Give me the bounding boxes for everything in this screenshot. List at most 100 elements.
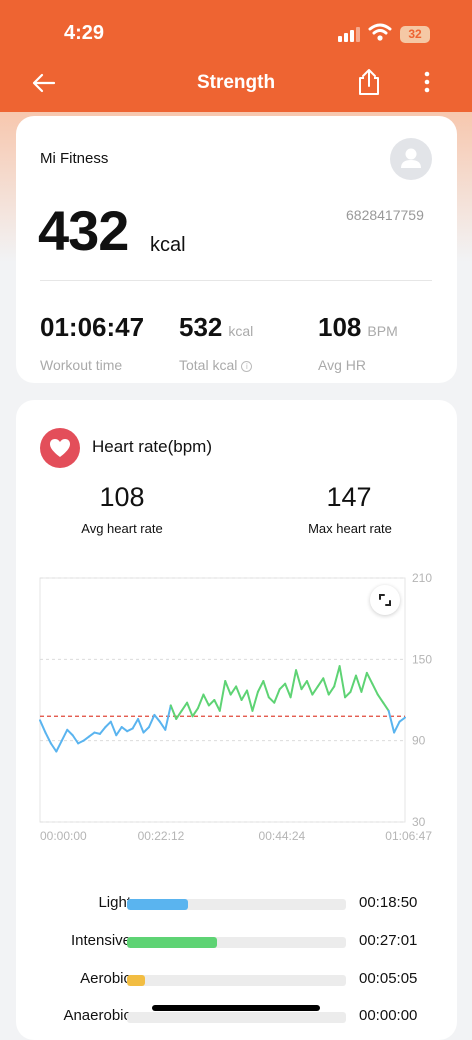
zone-bar-track: [127, 1012, 346, 1023]
heart-rate-segment: [327, 685, 336, 696]
heart-rate-segment: [137, 717, 145, 734]
calories-unit: kcal: [150, 234, 186, 256]
heart-rate-segment: [191, 707, 199, 718]
heart-rate-segment: [49, 742, 58, 753]
max-heart-rate-label: Max heart rate: [308, 521, 392, 536]
zone-label: Anaerobic: [63, 1007, 131, 1024]
back-arrow-icon[interactable]: [30, 70, 56, 96]
calories-value: 432: [38, 199, 129, 262]
heart-rate-segment: [267, 696, 276, 704]
summary-card: Mi Fitness 432 kcal 6828417759 01:06:47 …: [16, 116, 457, 383]
heart-rate-segment: [338, 665, 347, 699]
stat-total-kcal[interactable]: 532 kcal Total kcal i: [179, 312, 253, 373]
heart-rate-segment: [44, 731, 52, 745]
heart-rate-segment: [213, 699, 221, 712]
nav-bar: Strength: [0, 60, 472, 108]
zone-bar-track: [127, 899, 346, 910]
heart-rate-segment: [164, 704, 172, 731]
zone-time: 00:00:00: [359, 1007, 418, 1024]
heart-rate-segment: [142, 726, 150, 734]
heart-rate-segment: [251, 690, 259, 712]
x-tick-label: 01:06:47: [385, 829, 432, 843]
heart-rate-segment: [262, 680, 270, 699]
heart-rate-segment: [284, 682, 292, 699]
heart-rate-segment: [360, 671, 368, 693]
heart-rate-segment: [311, 685, 319, 696]
heart-rate-segment: [120, 726, 129, 733]
stat-value: 01:06:47: [40, 312, 145, 342]
heart-rate-segment: [393, 720, 401, 734]
heart-rate-segment: [104, 720, 112, 729]
stat-label: Total kcal: [179, 357, 238, 373]
heart-rate-segment: [175, 709, 183, 720]
avatar[interactable]: [390, 138, 432, 180]
zone-row-light: Light 00:18:50: [16, 890, 457, 916]
more-options-icon[interactable]: [418, 68, 436, 96]
info-icon[interactable]: i: [241, 361, 253, 372]
device-id: 6828417759: [346, 207, 424, 223]
heart-rate-segment: [289, 669, 298, 699]
x-tick-label: 00:00:00: [40, 829, 87, 843]
heart-rate-segment: [207, 699, 216, 707]
heart-rate-segment: [229, 685, 238, 696]
zone-label: Aerobic: [80, 970, 131, 987]
wifi-icon: [368, 23, 392, 41]
heart-rate-segment: [55, 739, 63, 753]
heart-rate-segment: [158, 720, 167, 731]
zone-row-intensive: Intensive 00:27:01: [16, 928, 457, 954]
heart-rate-segment: [278, 682, 287, 691]
header-background: [0, 0, 472, 112]
heart-rate-segment: [60, 728, 69, 742]
heart-rate-segment: [71, 734, 80, 745]
heart-rate-segment: [371, 682, 379, 696]
share-icon[interactable]: [356, 68, 382, 96]
avg-heart-rate-label: Avg heart rate: [81, 521, 163, 536]
heart-rate-segment: [295, 669, 303, 691]
zone-bar-fill: [127, 975, 145, 986]
heart-rate-segment: [126, 727, 134, 733]
home-indicator: [152, 1005, 320, 1011]
user-icon: [401, 148, 421, 168]
heart-rate-segment: [39, 719, 47, 734]
status-bar: 4:29 32: [0, 0, 472, 60]
stat-value: 108: [318, 312, 362, 342]
heart-rate-segment: [109, 720, 118, 737]
zone-row-aerobic: Aerobic 00:05:05: [16, 966, 457, 992]
heart-rate-segment: [186, 701, 194, 718]
heart-rate-segment: [316, 677, 325, 688]
heart-rate-segment: [169, 704, 178, 720]
heart-rate-segment: [354, 674, 363, 693]
heart-rate-segment: [300, 680, 308, 691]
page-title: Strength: [196, 72, 276, 93]
heart-rate-segment: [349, 674, 357, 693]
heart-rate-segment: [246, 689, 254, 712]
zone-row-anaerobic: Anaerobic 00:00:00: [16, 1003, 457, 1029]
heart-rate-card: Heart rate(bpm) 108 Avg heart rate 147 M…: [16, 400, 457, 1040]
expand-chart-button[interactable]: [370, 585, 400, 615]
y-tick-label: 30: [412, 815, 426, 829]
heart-rate-segment: [322, 677, 330, 696]
y-tick-label: 210: [412, 571, 432, 585]
heart-rate-segment: [387, 709, 396, 734]
heart-rate-segment: [147, 713, 156, 729]
y-tick-label: 90: [412, 734, 426, 748]
stat-workout-time: 01:06:47 Workout time: [40, 312, 144, 373]
heart-icon: [50, 439, 70, 457]
stat-label: Workout time: [40, 357, 123, 373]
battery-icon: 32: [400, 26, 430, 43]
heart-rate-segment: [196, 693, 205, 710]
zone-bar-track: [127, 975, 346, 986]
zone-time: 00:27:01: [359, 932, 418, 949]
heart-rate-segment: [180, 701, 189, 712]
heart-rate-segment: [305, 680, 314, 696]
heart-rate-segment: [273, 688, 281, 704]
heart-rate-segment: [344, 690, 352, 699]
y-tick-label: 150: [412, 652, 432, 666]
max-heart-rate-value: 147: [326, 482, 372, 512]
heart-rate-segment: [202, 693, 210, 707]
zone-time: 00:18:50: [359, 894, 418, 911]
heart-rate-segment: [235, 685, 243, 701]
zone-time: 00:05:05: [359, 970, 418, 987]
zone-bar-track: [127, 937, 346, 948]
brand-label: Mi Fitness: [40, 150, 109, 167]
